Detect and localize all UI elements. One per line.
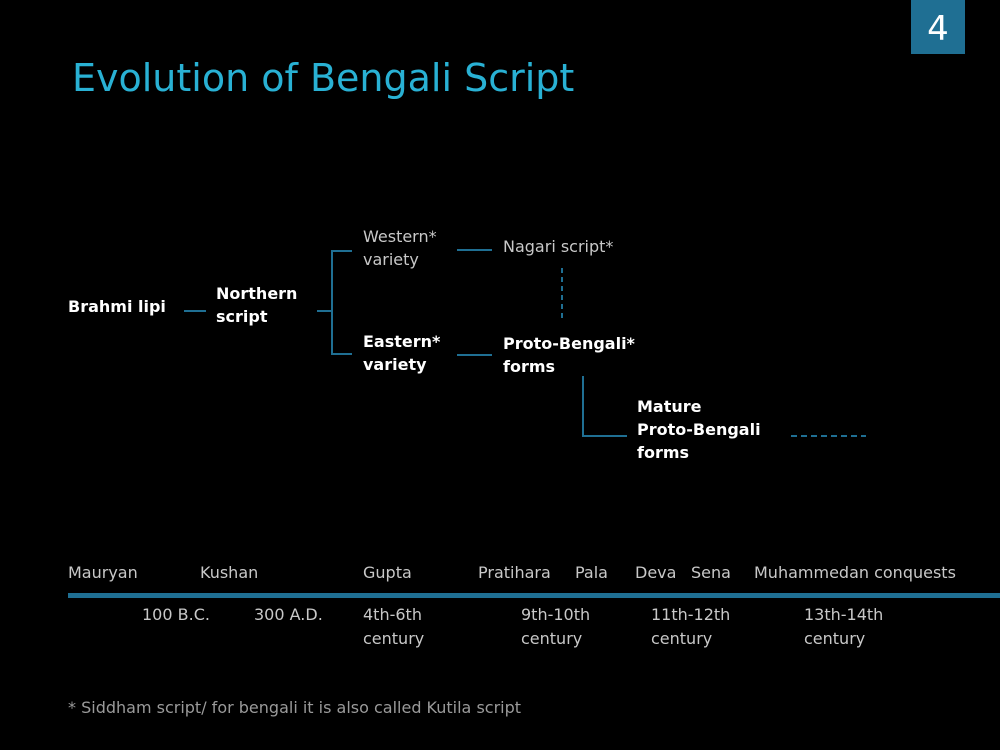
date-label: 4th-6th century: [363, 605, 425, 648]
date-label: 11th-12th century: [651, 605, 731, 648]
connector-bracket-varieties: [331, 250, 352, 355]
era-label: Sena: [691, 563, 731, 582]
timeline-bar: [68, 593, 1000, 598]
node-nagari-script: Nagari script*: [503, 237, 614, 256]
date-label: 9th-10th century: [521, 605, 591, 648]
era-label: Kushan: [200, 563, 259, 582]
page-title: Evolution of Bengali Script: [72, 56, 575, 100]
era-label: Muhammedan conquests: [754, 563, 956, 582]
node-northern-script: Northern script: [216, 284, 298, 326]
era-label: Pratihara: [478, 563, 551, 582]
page-number: 4: [911, 0, 965, 54]
era-label: Deva: [635, 563, 677, 582]
date-label: 100 B.C.: [142, 605, 210, 624]
era-label: Pala: [575, 563, 608, 582]
footnote: * Siddham script/ for bengali it is also…: [68, 698, 522, 717]
node-proto-bengali-forms: Proto-Bengali* forms: [503, 334, 635, 376]
node-eastern-variety: Eastern* variety: [363, 332, 441, 374]
era-label: Mauryan: [68, 563, 138, 582]
node-western-variety: Western* variety: [363, 227, 437, 269]
connector-proto-mature: [582, 376, 627, 437]
node-mature-proto-bengali-forms: Mature Proto-Bengali forms: [637, 397, 761, 462]
date-label: 300 A.D.: [254, 605, 323, 624]
era-label: Gupta: [363, 563, 412, 582]
date-label: 13th-14th century: [804, 605, 884, 648]
node-brahmi-lipi: Brahmi lipi: [68, 297, 166, 316]
